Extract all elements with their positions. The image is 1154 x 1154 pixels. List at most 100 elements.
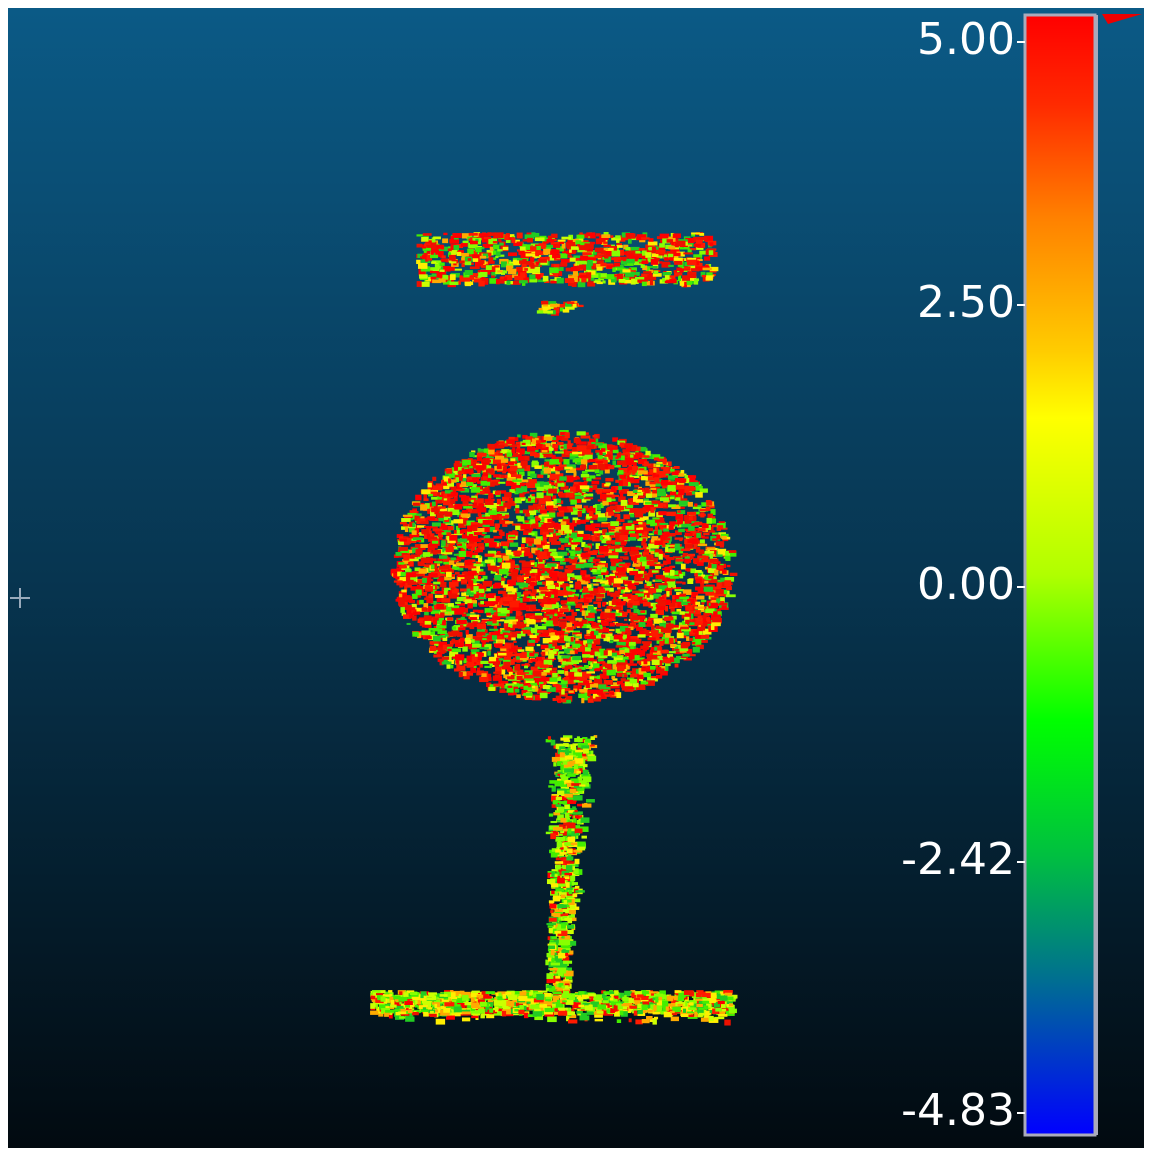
- point: [499, 276, 508, 283]
- point: [531, 694, 542, 701]
- point: [653, 472, 663, 478]
- point: [622, 236, 632, 241]
- point: [523, 620, 527, 624]
- point: [427, 482, 432, 488]
- point: [482, 519, 493, 525]
- point: [438, 641, 448, 648]
- point: [430, 250, 434, 256]
- point: [610, 277, 617, 283]
- point: [429, 245, 439, 251]
- point: [558, 651, 565, 654]
- point: [694, 278, 700, 282]
- point: [624, 262, 634, 266]
- point: [416, 525, 426, 528]
- point: [531, 493, 535, 497]
- point: [639, 630, 648, 636]
- point: [657, 638, 662, 641]
- point: [695, 639, 702, 645]
- point: [457, 464, 462, 471]
- point: [565, 695, 573, 702]
- point: [651, 454, 661, 460]
- point: [453, 268, 462, 271]
- point: [565, 615, 571, 621]
- point: [607, 523, 616, 530]
- point: [529, 649, 534, 653]
- point: [680, 548, 691, 552]
- point: [574, 458, 583, 463]
- point: [530, 246, 537, 252]
- point: [557, 590, 564, 597]
- point: [431, 641, 442, 645]
- point: [430, 267, 439, 271]
- point: [693, 544, 698, 549]
- point: [583, 687, 588, 691]
- point: [535, 536, 542, 541]
- point: [539, 576, 544, 581]
- point: [645, 481, 651, 486]
- point: [501, 463, 509, 467]
- point: [637, 490, 644, 496]
- point: [604, 451, 613, 457]
- point: [501, 270, 507, 274]
- point: [628, 500, 639, 505]
- point: [727, 550, 737, 553]
- point: [398, 593, 403, 598]
- point: [702, 628, 712, 635]
- point: [492, 240, 498, 244]
- point: [633, 271, 640, 276]
- point: [623, 580, 632, 585]
- point: [527, 688, 536, 692]
- point: [460, 276, 471, 282]
- point-cloud[interactable]: [370, 232, 738, 1026]
- point: [424, 568, 432, 573]
- point: [624, 681, 633, 687]
- point: [569, 620, 577, 625]
- point: [434, 590, 444, 594]
- point: [583, 597, 590, 603]
- point: [467, 248, 474, 255]
- point: [554, 531, 561, 535]
- point: [459, 494, 467, 498]
- point: [423, 615, 432, 621]
- point: [623, 459, 629, 466]
- point: [578, 482, 588, 486]
- point: [520, 543, 525, 548]
- point: [558, 638, 566, 644]
- point: [480, 480, 491, 486]
- point: [541, 567, 551, 572]
- point: [559, 253, 568, 259]
- point: [403, 614, 411, 619]
- point: [448, 252, 452, 257]
- point: [556, 580, 565, 585]
- point: [462, 240, 469, 244]
- point: [594, 247, 604, 253]
- point: [433, 581, 441, 585]
- point: [603, 691, 613, 694]
- point: [443, 266, 451, 272]
- point: [584, 647, 591, 652]
- point: [442, 635, 448, 641]
- point: [572, 271, 579, 276]
- point: [527, 640, 535, 647]
- point: [420, 266, 431, 272]
- point: [628, 237, 638, 241]
- point: [662, 560, 667, 566]
- point: [561, 242, 566, 249]
- point: [436, 260, 442, 263]
- point: [697, 615, 707, 621]
- point: [516, 482, 523, 486]
- point: [528, 570, 533, 576]
- point: [601, 538, 608, 544]
- point: [647, 476, 657, 481]
- point: [455, 660, 459, 664]
- point: [467, 527, 473, 532]
- point: [426, 251, 431, 254]
- point: [531, 232, 536, 236]
- point: [582, 657, 587, 663]
- point: [629, 475, 640, 478]
- point: [562, 699, 572, 704]
- point: [549, 459, 560, 464]
- point: [397, 571, 402, 577]
- point: [499, 599, 505, 606]
- point: [627, 491, 635, 497]
